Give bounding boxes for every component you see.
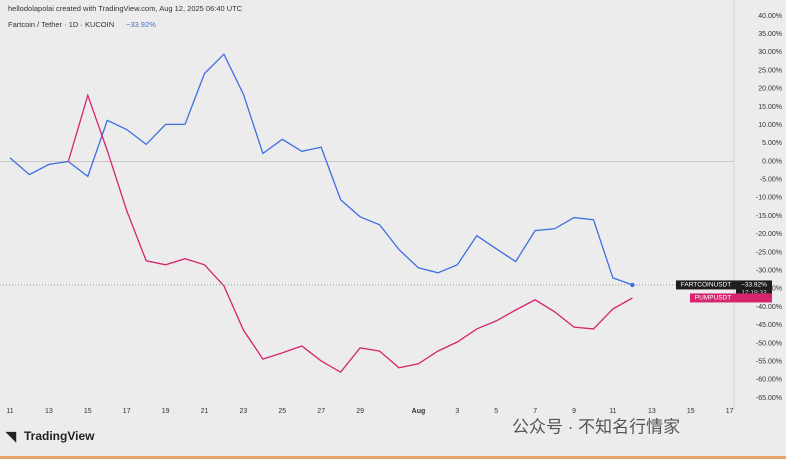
y-tick-label: 10.00%: [758, 122, 782, 129]
x-tick-label: 15: [687, 408, 695, 415]
x-tick-label: 27: [317, 408, 325, 415]
y-tick-label: 30.00%: [758, 49, 782, 56]
symbol: Fartcoin / Tether · 1D · KUCOIN: [8, 20, 114, 29]
y-tick-label: -45.00%: [756, 322, 782, 329]
series-line: [9, 53, 633, 286]
y-tick-label: 20.00%: [758, 86, 782, 93]
x-tick-label: 23: [240, 408, 248, 415]
y-tick-label: -25.00%: [756, 249, 782, 256]
x-tick-label: 11: [6, 408, 13, 415]
x-tick-label: 17: [123, 408, 131, 415]
label-box: [676, 280, 736, 290]
y-tick-label: -20.00%: [756, 231, 782, 238]
series-line: [67, 93, 633, 374]
price-label: −33.92%: [741, 282, 767, 289]
x-tick-label: 21: [201, 408, 209, 415]
credit: hellodolapolai created with TradingView.…: [8, 4, 243, 13]
series-label: FARTCOINUSDT: [681, 282, 731, 289]
watermark: 公众号 · 不知名行情家: [512, 417, 680, 436]
last-point: [630, 282, 635, 288]
y-tick-label: -65.00%: [756, 395, 782, 402]
y-tick-label: 0.00%: [762, 158, 782, 165]
y-tick-label: 40.00%: [758, 13, 782, 20]
x-tick-label: 25: [278, 408, 286, 415]
y-tick-label: -55.00%: [756, 358, 782, 365]
y-tick-label: -50.00%: [756, 340, 782, 347]
y-tick-label: 5.00%: [762, 140, 782, 147]
y-tick-label: -10.00%: [756, 195, 782, 202]
y-tick-label: -30.00%: [756, 268, 782, 275]
bottom-border: [0, 456, 786, 459]
x-tick-label: 5: [494, 408, 498, 415]
x-tick-label: 29: [356, 408, 364, 415]
x-tick-label: 13: [45, 408, 53, 415]
x-tick-label: 3: [455, 408, 459, 415]
brand: TradingView: [24, 429, 95, 443]
x-tick-label: 11: [609, 408, 616, 415]
y-tick-label: -15.00%: [756, 213, 782, 220]
x-tick-label: 19: [162, 408, 170, 415]
label-box: [690, 293, 736, 303]
price-box: [736, 293, 772, 303]
header-value: −33.92%: [126, 20, 156, 29]
series-label: PUMPUSDT: [695, 295, 732, 302]
countdown: 17:19:33: [741, 290, 767, 297]
y-tick-label: -40.00%: [756, 304, 782, 311]
y-tick-label: -5.00%: [760, 177, 782, 184]
y-tick-label: -60.00%: [756, 377, 782, 384]
x-tick-label: 15: [84, 408, 92, 415]
x-tick-label: 17: [726, 408, 734, 415]
price-box: [736, 280, 772, 298]
y-tick-label: 25.00%: [758, 67, 782, 74]
y-tick-label: 35.00%: [758, 31, 782, 38]
x-tick-label: 13: [648, 408, 656, 415]
x-tick-label: 9: [572, 408, 576, 415]
x-tick-label: Aug: [412, 408, 426, 415]
x-tick-label: 7: [533, 408, 537, 415]
brand-logo: ◥: [5, 428, 17, 443]
y-tick-label: 15.00%: [758, 104, 782, 111]
